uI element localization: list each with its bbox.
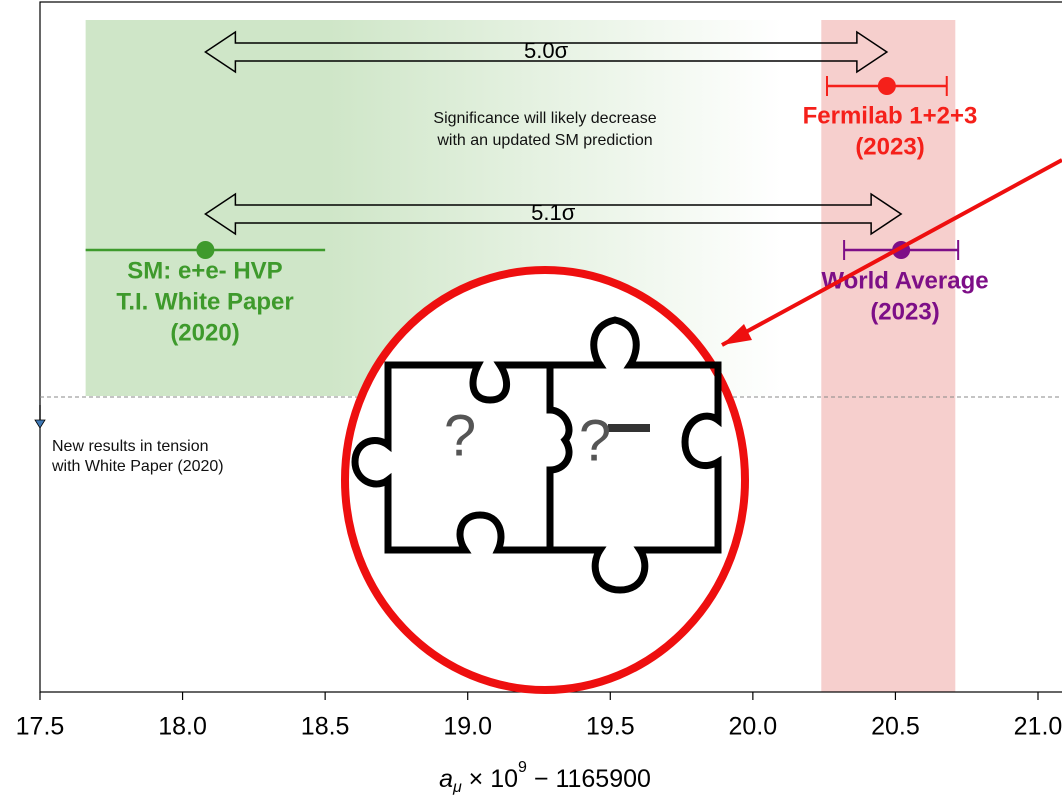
x-tick-label: 20.0 bbox=[729, 713, 778, 741]
x-tick-label: 19.5 bbox=[586, 713, 635, 741]
x-tick-label: 19.0 bbox=[443, 713, 492, 741]
band bbox=[821, 20, 956, 692]
x-tick-label: 20.5 bbox=[871, 713, 920, 741]
tension-note: with White Paper (2020) bbox=[51, 458, 224, 475]
x-tick-label: 21.0 bbox=[1014, 713, 1062, 741]
puzzle-illustration bbox=[341, 158, 1062, 694]
x-tick-label: 18.5 bbox=[301, 713, 350, 741]
x-axis-label-part: 9 bbox=[518, 759, 527, 776]
point-label: SM: e+e- HVP bbox=[127, 257, 282, 284]
tension-arrow bbox=[34, 405, 46, 429]
point bbox=[877, 77, 896, 95]
significance-note: Significance will likely decrease bbox=[433, 110, 656, 127]
x-tick-label: 17.5 bbox=[16, 713, 65, 741]
point-label: Fermilab 1+2+3 bbox=[803, 102, 978, 129]
point-label: T.I. White Paper bbox=[116, 288, 293, 315]
significance-arrow bbox=[204, 192, 903, 236]
point-label: (2023) bbox=[870, 298, 939, 325]
x-axis-label-part: μ bbox=[452, 779, 462, 796]
point-label: (2020) bbox=[170, 319, 239, 346]
significance-label: 5.1σ bbox=[531, 200, 576, 225]
puzzle-mark: ? bbox=[444, 403, 476, 468]
significance-label: 5.0σ bbox=[524, 38, 569, 63]
point bbox=[196, 241, 215, 259]
significance-arrow bbox=[204, 30, 889, 74]
x-axis-label: aμ × 109 − 1165900 bbox=[439, 759, 651, 796]
point-label: (2023) bbox=[855, 133, 924, 160]
x-axis-label-part: − 1165900 bbox=[527, 765, 651, 793]
x-tick-label: 18.0 bbox=[158, 713, 207, 741]
x-axis-label-part: × 10 bbox=[462, 765, 518, 793]
tension-note: New results in tension bbox=[52, 438, 209, 455]
x-axis-label-part: a bbox=[439, 765, 453, 793]
point-label: World Average bbox=[821, 267, 988, 294]
puzzle-mark: ? bbox=[579, 408, 611, 473]
significance-note: with an updated SM prediction bbox=[436, 132, 652, 149]
